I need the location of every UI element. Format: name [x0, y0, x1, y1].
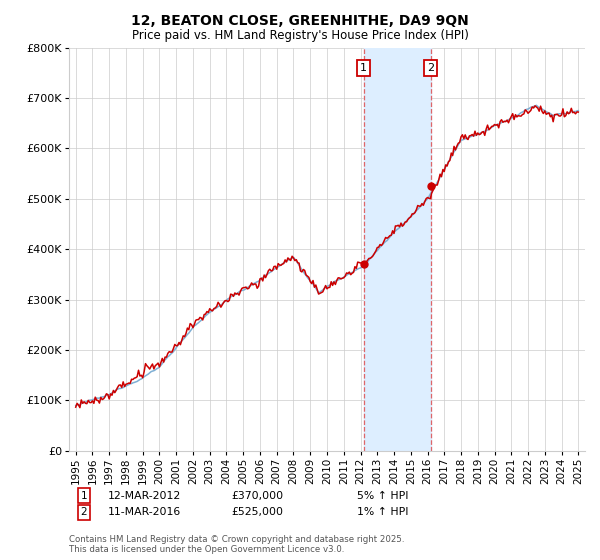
- Text: 1: 1: [80, 491, 88, 501]
- Text: 12, BEATON CLOSE, GREENHITHE, DA9 9QN: 12, BEATON CLOSE, GREENHITHE, DA9 9QN: [131, 14, 469, 28]
- Text: 11-MAR-2016: 11-MAR-2016: [108, 507, 181, 517]
- Text: 1: 1: [360, 63, 367, 73]
- Text: Contains HM Land Registry data © Crown copyright and database right 2025.
This d: Contains HM Land Registry data © Crown c…: [69, 535, 404, 554]
- Bar: [364, 48, 431, 451]
- Text: £525,000: £525,000: [231, 507, 283, 517]
- Text: Price paid vs. HM Land Registry's House Price Index (HPI): Price paid vs. HM Land Registry's House …: [131, 29, 469, 42]
- Text: 1% ↑ HPI: 1% ↑ HPI: [357, 507, 409, 517]
- Text: £370,000: £370,000: [231, 491, 283, 501]
- Text: 2: 2: [80, 507, 88, 517]
- Text: 5% ↑ HPI: 5% ↑ HPI: [357, 491, 409, 501]
- Text: 12-MAR-2012: 12-MAR-2012: [108, 491, 181, 501]
- Text: 2: 2: [427, 63, 434, 73]
